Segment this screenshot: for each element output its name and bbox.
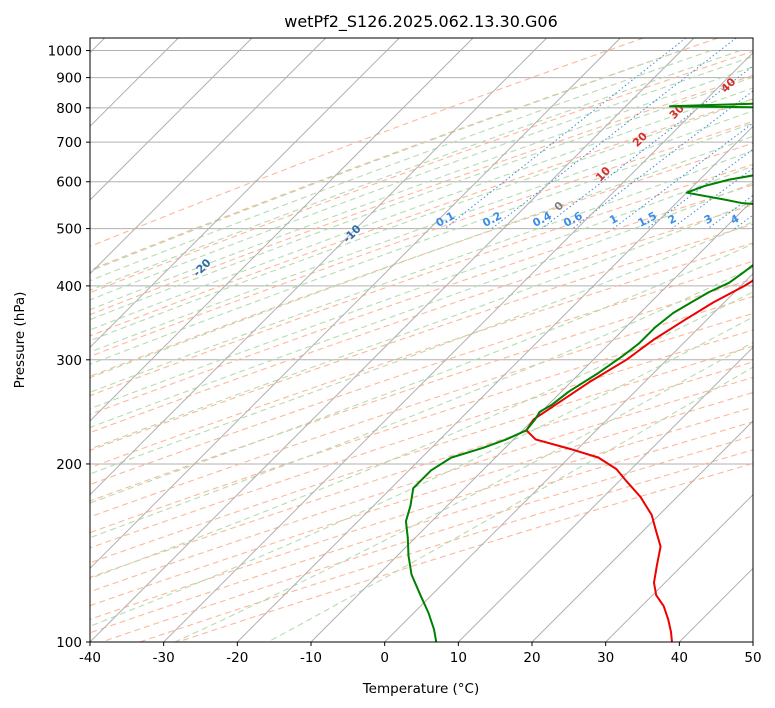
dry-adiabat-line	[177, 462, 753, 642]
moist-adiabat-line	[90, 316, 753, 627]
chart-title: wetPf2_S126.2025.062.13.30.G06	[284, 12, 558, 32]
y-tick-label: 400	[56, 279, 82, 295]
mixing-ratio-line	[491, 38, 737, 229]
isopleth-labels: 0.10.20.40.611.52346810131620253036-100-…	[43, 75, 775, 315]
mixing-ratio-label: 0.6	[561, 209, 585, 230]
x-tick-label: -10	[300, 650, 322, 666]
x-tick-label: 0	[380, 650, 389, 666]
x-tick-label: 20	[523, 650, 540, 666]
isotherm-line	[384, 272, 753, 642]
isotherm-line	[531, 420, 753, 642]
moist-adiabat-line	[267, 366, 753, 642]
x-tick-label: -40	[79, 650, 101, 666]
mixing-ratio-label: 2	[666, 212, 679, 227]
dry-adiabat-line	[90, 376, 753, 593]
y-tick-label: 800	[56, 101, 82, 117]
dry-adiabat-line	[90, 312, 753, 534]
moist-adiabat-line	[90, 87, 753, 331]
mixing-ratio-label: 1.5	[636, 209, 659, 230]
dry-adiabat-line	[90, 223, 753, 451]
moist-adiabat-line	[90, 50, 741, 291]
moist-adiabat-line	[90, 165, 753, 410]
mixing-ratio-line	[541, 65, 753, 229]
temperature-line	[525, 279, 753, 642]
x-axis-label: Temperature (°C)	[362, 681, 480, 697]
dewpoint-line	[404, 102, 753, 642]
mixing-ratio-label: 6	[767, 212, 775, 227]
y-tick-label: 700	[56, 135, 82, 151]
moist-adiabat-line	[174, 341, 753, 642]
mixing-ratio-line	[444, 38, 687, 229]
mixing-ratio-label: 1	[607, 212, 620, 227]
isotherm-line	[90, 38, 621, 570]
isotherm-line	[163, 51, 753, 642]
dry-adiabat-line	[90, 278, 753, 502]
mixing-ratio-line	[671, 167, 753, 229]
axes: -40 -30 -20 -10 0 10 20 30 40 50 100 200 300 400 500 60…	[48, 44, 762, 666]
isotherm-line	[90, 38, 474, 422]
y-tick-label: 500	[56, 222, 82, 238]
moist-adiabat-line	[90, 110, 753, 353]
dry-adiabat-line	[90, 38, 644, 248]
dry-adiabat-line	[90, 50, 753, 294]
isotherm-line	[90, 38, 695, 642]
mixing-ratio-label: 0.1	[434, 209, 457, 230]
isotherm-line	[457, 346, 753, 642]
isotherm-line	[90, 38, 548, 496]
dry-adiabat-line	[90, 329, 753, 549]
profile-series	[404, 102, 753, 642]
y-tick-label: 200	[56, 457, 82, 473]
isotherm-line	[90, 38, 253, 201]
dry-adiabat-line	[90, 38, 719, 271]
y-tick-label: 1000	[48, 44, 82, 60]
isotherm-line	[605, 493, 753, 642]
moist-adiabat-line	[90, 50, 682, 272]
moist-adiabat-line	[90, 291, 753, 580]
isotherm-line	[90, 38, 327, 275]
y-tick-label: 600	[56, 175, 82, 191]
isotherm-line	[752, 641, 753, 642]
moist-adiabats	[90, 50, 753, 642]
mixing-ratio-label: 4	[728, 212, 741, 227]
mixing-ratio-label: 0.4	[530, 209, 554, 230]
grid	[90, 50, 753, 642]
isotherms	[90, 38, 753, 642]
mixing-ratio-line	[572, 90, 753, 229]
x-tick-label: 40	[671, 650, 688, 666]
moist-adiabat-line	[90, 182, 753, 429]
isotherm-line	[310, 199, 753, 642]
x-tick-label: -30	[153, 650, 175, 666]
dry-adiabat-line	[90, 98, 753, 337]
y-tick-label: 900	[56, 71, 82, 87]
mixing-ratio-line	[734, 214, 753, 229]
moist-adiabat-line	[90, 221, 753, 475]
moist-adiabat-line	[90, 76, 753, 321]
isotherm-line	[90, 38, 400, 349]
y-axis-label: Pressure (hPa)	[12, 292, 28, 389]
mixing-ratio-lines	[444, 38, 753, 229]
dry-adiabat-line	[90, 142, 753, 377]
dry-adiabat-line	[90, 163, 753, 397]
y-tick-label: 100	[56, 635, 82, 651]
isotherm-line	[678, 567, 753, 642]
dry-adiabat-line	[90, 361, 753, 578]
x-tick-label: 30	[597, 650, 614, 666]
dry-adiabat-line	[90, 74, 753, 316]
x-tick-label: 50	[744, 650, 761, 666]
dry-adiabat-label: -30	[43, 292, 66, 315]
isotherm-line	[236, 125, 753, 642]
dry-adiabat-label: -10	[340, 222, 363, 245]
y-tick-label: 300	[56, 353, 82, 369]
dry-adiabat-line	[101, 435, 753, 642]
dry-adiabat-line	[90, 242, 753, 469]
x-tick-label: -20	[226, 650, 248, 666]
x-tick-label: 10	[450, 650, 467, 666]
dry-adiabats	[90, 38, 753, 642]
moist-adiabat-line	[90, 50, 712, 282]
plot-frame	[89, 37, 754, 643]
moist-adiabat-label: 20	[630, 129, 650, 149]
